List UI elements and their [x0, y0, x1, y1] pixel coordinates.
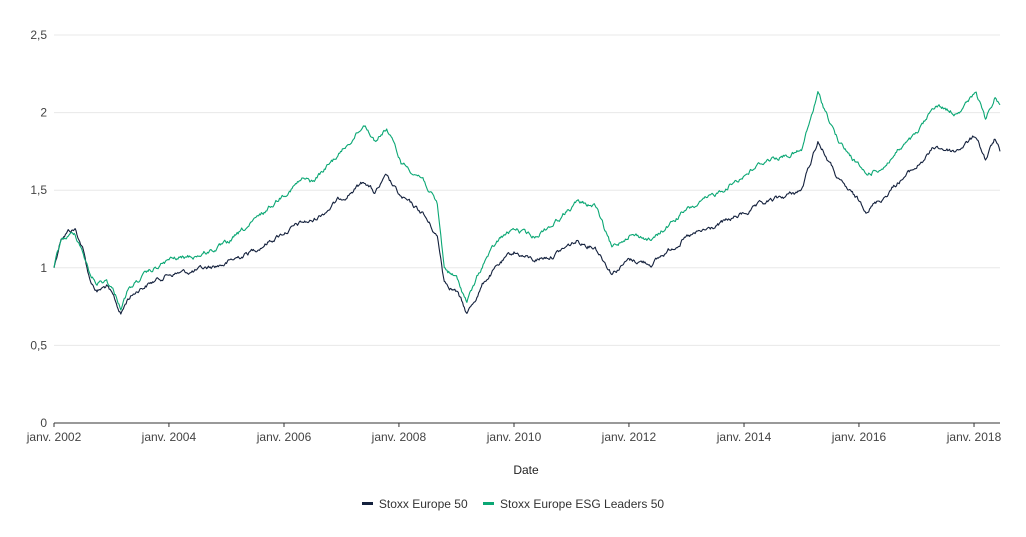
legend-item-stoxx-europe-50[interactable]: Stoxx Europe 50 [361, 496, 468, 511]
x-tick-label: janv. 2010 [486, 430, 542, 444]
legend-item-stoxx-europe-esg-leaders-50[interactable]: Stoxx Europe ESG Leaders 50 [482, 496, 665, 511]
x-tick-label: janv. 2018 [946, 430, 1002, 444]
series-line-stoxx-europe-50[interactable] [53, 135, 1001, 315]
y-axis-ticks: 0 0,5 1 1,5 2 2,5 [30, 28, 47, 430]
y-tick-label: 0,5 [30, 338, 47, 352]
legend-swatch-stoxx-europe-esg-leaders-50 [482, 502, 494, 505]
grid-lines [54, 34, 1000, 346]
x-tick-label: janv. 2004 [141, 430, 197, 444]
x-tick-label: janv. 2014 [716, 430, 772, 444]
y-tick-label: 1,5 [30, 183, 47, 197]
x-axis-title: Date [513, 463, 539, 477]
x-axis-ticks: janv. 2002 janv. 2004 janv. 2006 janv. 2008… [26, 423, 1002, 444]
y-tick-label: 2 [40, 106, 47, 120]
x-tick-label: janv. 2016 [831, 430, 887, 444]
line-chart: 00,511,522,5 janv. 2002 janv. 2004 janv. 2… [26, 28, 1002, 477]
y-tick-label: 2,5 [30, 28, 47, 42]
series-lines [53, 91, 1001, 315]
x-tick-label: janv. 2012 [601, 430, 657, 444]
series-line-stoxx-europe-esg-leaders-50[interactable] [53, 91, 1001, 311]
x-tick-label: janv. 2008 [371, 430, 427, 444]
x-tick-label: janv. 2006 [256, 430, 312, 444]
legend-label-stoxx-europe-esg-leaders-50: Stoxx Europe ESG Leaders 50 [499, 496, 665, 511]
x-tick-label: janv. 2002 [26, 430, 82, 444]
legend-label-stoxx-europe-50: Stoxx Europe 50 [378, 496, 468, 511]
legend-swatch-stoxx-europe-50 [361, 502, 373, 505]
y-tick-label: 0 [40, 416, 47, 430]
chart-legend: Stoxx Europe 50 Stoxx Europe ESG Leaders… [0, 494, 1026, 511]
y-tick-label: 1 [40, 261, 47, 275]
